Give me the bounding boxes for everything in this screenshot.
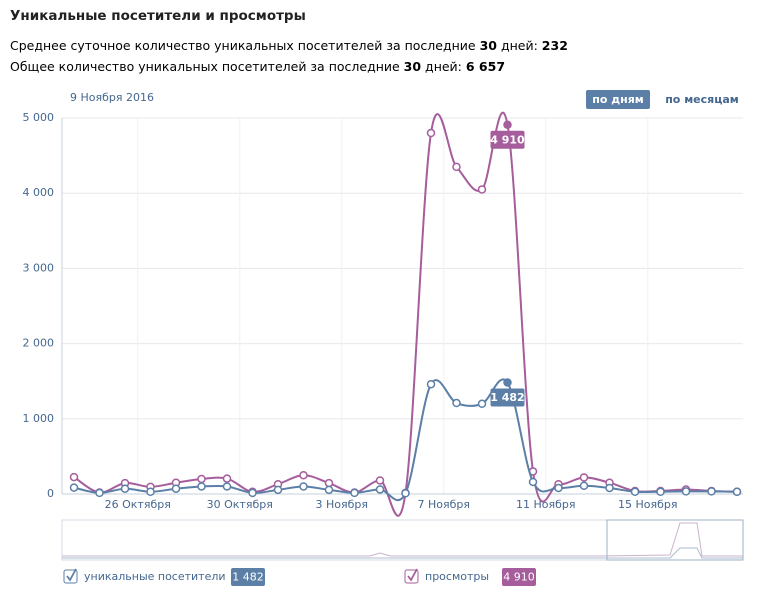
tooltip-label: 4 910 bbox=[490, 133, 525, 146]
data-point bbox=[477, 185, 487, 194]
stat-text: дней: bbox=[497, 38, 542, 53]
data-point bbox=[324, 478, 334, 488]
y-tick-label: 5 000 bbox=[23, 111, 55, 124]
series-line bbox=[73, 111, 738, 517]
legend-check bbox=[66, 568, 77, 582]
by-days-button[interactable] bbox=[586, 90, 650, 109]
x-tick-label: 30 Октября bbox=[207, 498, 273, 511]
legend-label: уникальные посетители bbox=[84, 570, 226, 583]
y-tick-label: 4 000 bbox=[23, 186, 55, 199]
data-point bbox=[248, 488, 257, 498]
data-point bbox=[146, 487, 155, 496]
legend-value: 4 910 bbox=[503, 571, 535, 584]
y-tick-label: 3 000 bbox=[23, 261, 55, 274]
stat-value: 232 bbox=[542, 38, 568, 53]
stat-line: Среднее суточное количество уникальных п… bbox=[10, 38, 568, 53]
navigator-preview bbox=[62, 547, 743, 559]
data-point bbox=[630, 487, 640, 496]
data-point bbox=[350, 488, 359, 498]
legend-label: просмотры bbox=[425, 570, 489, 583]
y-tick-label: 0 bbox=[47, 487, 54, 500]
data-point bbox=[681, 487, 691, 496]
x-tick-label: 7 Ноября bbox=[418, 498, 471, 511]
x-tick-label: 15 Ноября bbox=[618, 498, 678, 511]
stat-text: дней: bbox=[421, 59, 466, 74]
navigator[interactable] bbox=[61, 519, 744, 561]
tooltip-box bbox=[490, 130, 525, 149]
navigator-preview bbox=[62, 522, 743, 557]
data-point bbox=[554, 483, 563, 493]
data-point bbox=[222, 474, 232, 483]
by-months-label[interactable]: по месяцам bbox=[665, 93, 739, 106]
data-point bbox=[528, 477, 538, 487]
data-point bbox=[299, 482, 308, 491]
data-point bbox=[503, 120, 512, 130]
stat-value: 6 657 bbox=[466, 59, 505, 74]
data-point bbox=[401, 488, 410, 498]
series-line bbox=[73, 378, 738, 502]
data-point bbox=[273, 485, 283, 495]
data-point bbox=[503, 378, 512, 387]
data-point bbox=[477, 399, 487, 409]
y-tick-label: 2 000 bbox=[23, 337, 55, 350]
data-point bbox=[69, 472, 79, 482]
data-point bbox=[707, 487, 716, 496]
data-point bbox=[197, 474, 206, 484]
data-point bbox=[452, 398, 461, 408]
legend-badge bbox=[502, 568, 536, 586]
stat-days: 30 bbox=[480, 38, 498, 53]
legend-check bbox=[407, 568, 418, 582]
data-point bbox=[171, 484, 181, 493]
data-point bbox=[426, 379, 436, 389]
x-tick-label: 11 Ноября bbox=[516, 498, 576, 511]
tooltip-box bbox=[490, 388, 525, 407]
data-point bbox=[120, 484, 130, 493]
selected-date: 9 Ноября 2016 bbox=[70, 91, 154, 104]
stat-text: Среднее суточное количество уникальных п… bbox=[10, 38, 480, 53]
data-point bbox=[375, 485, 385, 494]
legend-value: 1 482 bbox=[232, 571, 264, 584]
navigator-selection[interactable] bbox=[606, 519, 744, 561]
tooltip-label: 1 482 bbox=[490, 391, 524, 404]
data-point bbox=[656, 487, 665, 496]
x-tick-label: 3 Ноября bbox=[316, 498, 369, 511]
data-point bbox=[375, 476, 385, 485]
stat-line: Общее количество уникальных посетителей … bbox=[10, 59, 505, 74]
stat-days: 30 bbox=[404, 59, 422, 74]
data-point bbox=[69, 483, 79, 492]
x-tick-label: 26 Октября bbox=[105, 498, 171, 511]
by-days-label[interactable]: по дням bbox=[592, 93, 644, 106]
data-point bbox=[426, 128, 436, 138]
title: Уникальные посетители и просмотры bbox=[10, 8, 306, 24]
data-point bbox=[197, 482, 206, 491]
data-point bbox=[579, 473, 589, 482]
data-point bbox=[324, 485, 334, 495]
data-point bbox=[452, 162, 461, 172]
legend-badge bbox=[231, 568, 265, 586]
data-point bbox=[732, 487, 742, 496]
stat-text: Общее количество уникальных посетителей … bbox=[10, 59, 404, 74]
data-point bbox=[579, 481, 589, 490]
data-point bbox=[299, 470, 308, 480]
data-point bbox=[222, 482, 232, 491]
y-tick-label: 1 000 bbox=[23, 412, 55, 425]
data-point bbox=[95, 488, 104, 498]
data-point bbox=[605, 483, 614, 493]
